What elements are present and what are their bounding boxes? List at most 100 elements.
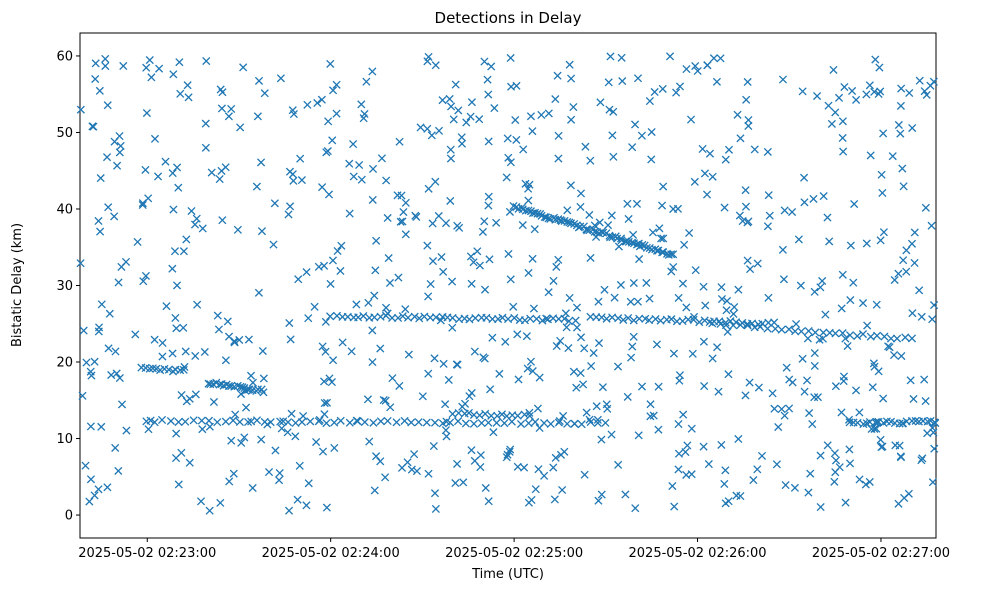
detection-point — [891, 441, 900, 450]
detection-point — [579, 380, 588, 389]
detection-point — [593, 415, 602, 424]
detection-point — [451, 80, 460, 89]
detection-point — [394, 273, 403, 282]
detection-point — [336, 416, 345, 425]
y-axis: 0 10 20 30 40 50 60 — [56, 49, 80, 524]
detection-point — [849, 278, 858, 287]
detection-point — [200, 347, 209, 357]
detection-point — [399, 207, 408, 217]
detection-point — [794, 235, 803, 244]
detection-point — [96, 174, 105, 183]
detection-point — [187, 206, 196, 216]
detection-point — [243, 417, 253, 427]
detection-point — [823, 441, 832, 450]
detection-point — [431, 504, 440, 513]
detection-point — [289, 176, 298, 185]
detection-point — [628, 342, 637, 351]
detection-point — [879, 394, 888, 403]
detection-point — [778, 245, 787, 254]
detection-point — [810, 361, 819, 371]
detection-point — [294, 275, 303, 284]
detection-point — [495, 369, 504, 378]
detection-point — [404, 350, 413, 359]
detection-point — [700, 316, 709, 325]
detection-point — [829, 65, 838, 74]
detection-point — [453, 417, 463, 426]
detection-point — [410, 312, 419, 321]
detection-point — [393, 191, 402, 200]
detection-point — [675, 376, 684, 385]
detection-point — [918, 454, 927, 463]
detection-point — [235, 335, 244, 345]
detection-point — [525, 408, 534, 417]
detection-point — [181, 417, 190, 426]
detection-point — [110, 212, 119, 221]
detection-point — [442, 417, 451, 426]
detection-point — [324, 117, 333, 126]
detection-point — [533, 209, 542, 218]
detection-point — [855, 408, 864, 417]
detection-point — [480, 285, 490, 294]
detection-point — [217, 104, 226, 113]
detection-point — [746, 265, 755, 274]
detection-point — [253, 385, 262, 394]
detection-point — [798, 87, 807, 96]
detection-point — [736, 320, 745, 330]
detection-point — [174, 480, 183, 489]
detection-point — [105, 309, 114, 318]
detection-point — [803, 334, 812, 343]
detection-point — [816, 451, 825, 460]
detection-point — [513, 462, 522, 471]
detection-point — [179, 323, 188, 332]
detection-point — [720, 203, 729, 212]
detection-point — [599, 228, 608, 237]
detection-point — [320, 261, 329, 270]
detection-point — [855, 475, 864, 484]
detection-point — [133, 237, 142, 246]
detection-point — [158, 338, 167, 347]
detection-point — [446, 196, 455, 205]
detection-point — [240, 433, 249, 442]
detection-point — [168, 169, 177, 178]
detection-point — [657, 201, 667, 210]
x-tick-label: 2025-05-02 02:23:00 — [78, 546, 216, 561]
detection-point — [407, 418, 416, 427]
detection-point — [834, 93, 844, 102]
detection-point — [503, 314, 513, 324]
detection-point — [526, 314, 535, 323]
detection-point — [502, 173, 511, 182]
detection-point — [192, 214, 201, 223]
detection-point — [532, 314, 541, 323]
detection-point — [89, 122, 98, 131]
detection-point — [875, 63, 884, 72]
detection-point — [871, 418, 880, 427]
detection-point — [534, 465, 543, 474]
detection-point — [598, 383, 607, 392]
detection-point — [709, 54, 718, 63]
detection-point — [415, 314, 424, 323]
detection-point — [182, 397, 191, 406]
detection-point — [191, 390, 200, 399]
detection-point — [439, 359, 448, 368]
detection-point — [565, 293, 574, 302]
detection-point — [788, 207, 797, 217]
detection-point — [407, 465, 416, 474]
detection-point — [179, 247, 188, 256]
detection-point — [467, 98, 476, 107]
detection-point — [484, 90, 493, 99]
detection-point — [139, 277, 148, 286]
detection-point — [321, 347, 330, 356]
detection-point — [756, 322, 765, 331]
detection-point — [362, 77, 371, 86]
detection-point — [669, 349, 679, 358]
detection-point — [412, 466, 421, 476]
detection-point — [896, 452, 905, 461]
detection-point — [888, 152, 897, 161]
detection-point — [209, 397, 219, 407]
detection-point — [708, 354, 717, 363]
detection-point — [293, 495, 302, 504]
detection-point — [899, 182, 908, 191]
detection-point — [675, 82, 685, 91]
detection-point — [514, 375, 523, 384]
